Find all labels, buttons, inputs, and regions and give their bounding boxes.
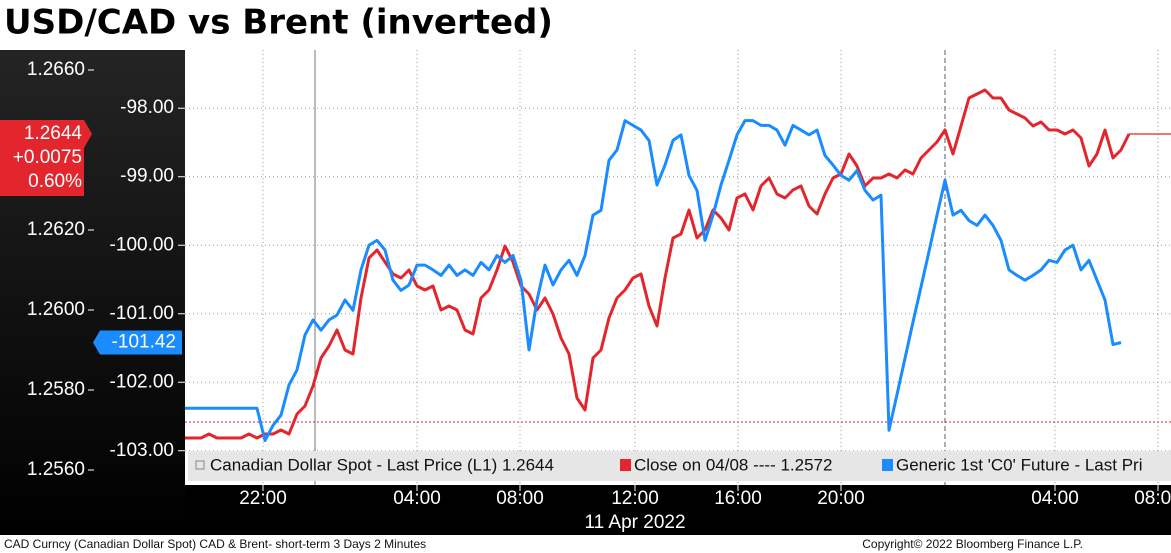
legend: Canadian Dollar Spot - Last Price (L1) 1… [195,455,1142,474]
y-tick-label: 1.2600 [27,299,85,320]
legend-label: Generic 1st 'C0' Future - Last Pri [896,455,1142,474]
footer-bg [0,535,1171,553]
y2-tick-label: -98.00 [120,97,174,118]
x-tick-label: 22:00 [239,488,287,509]
y-tick-label: 1.2660 [27,59,85,80]
x-axis-panel [185,485,1171,535]
plot-area [185,50,1171,485]
y2-tick-label: -102.00 [110,371,174,392]
y-tick-label: 1.2580 [27,379,85,400]
footer-right: Copyright© 2022 Bloomberg Finance L.P. [862,537,1083,551]
last-value-box [93,330,182,355]
x-tick-label: 12:00 [611,488,659,509]
last-value: -101.42 [112,332,176,353]
date-label: 11 Apr 2022 [584,512,685,533]
footer-left: CAD Curncy (Canadian Dollar Spot) CAD & … [4,537,426,551]
plot [185,88,1171,442]
series-line [185,88,1131,440]
axes: 22:00 04:00 08:00 12:00 16:00 20:00 04:00 08:00… [0,59,1171,533]
y2-tick-label: -103.00 [110,440,174,461]
y-tick-label: 1.2560 [27,459,85,480]
y-tick-label: 1.2620 [27,219,85,240]
y2-tick-label: -99.00 [120,166,174,187]
chart-title: USD/CAD vs Brent (inverted) [4,3,553,43]
x-tick-label: 08:00 [496,488,544,509]
last-price-box [0,120,92,196]
last-price: 1.2644 [24,123,83,144]
legend-swatch [882,459,893,471]
x-tick-label: 04:00 [393,488,441,509]
x-tick-label: 08:00 [1134,488,1171,509]
legend-label: Canadian Dollar Spot - Last Price (L1) 1… [210,455,554,474]
price-change-pct: 0.60% [28,171,82,192]
legend-icon [195,460,205,470]
title-bg [0,0,1171,50]
x-tick-label: 04:00 [1031,488,1079,509]
legend-swatch [620,459,631,471]
x-tick-label: 16:00 [714,488,762,509]
x-tick-label: 20:00 [817,488,865,509]
y2-tick-label: -101.00 [110,303,174,324]
legend-bg [188,451,1171,481]
legend-label: Close on 04/08 ---- 1.2572 [634,455,832,474]
price-change: +0.0075 [13,147,82,168]
grid [185,50,1171,485]
y2-tick-label: -100.00 [110,234,174,255]
series-line [185,119,1122,442]
